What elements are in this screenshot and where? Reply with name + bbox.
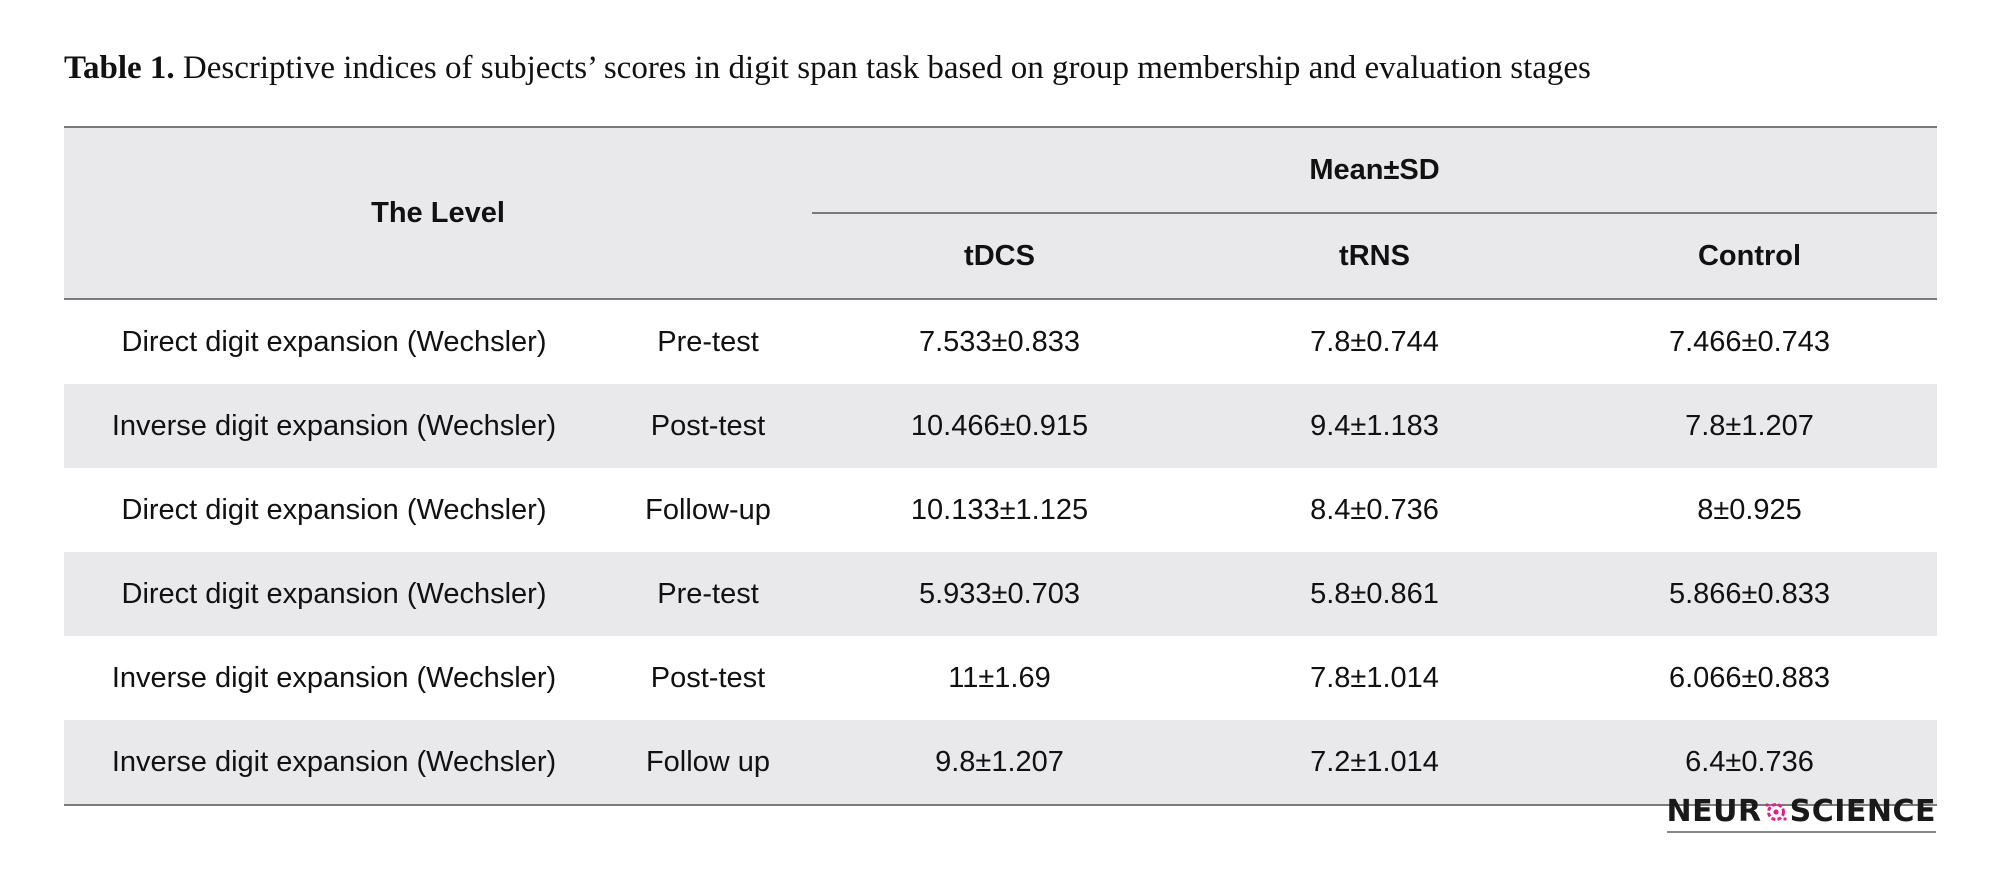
header-group-tdcs: tDCS [812, 213, 1187, 300]
cell-trns: 8.4±0.736 [1310, 493, 1439, 526]
header-group-control: Control [1562, 213, 1938, 300]
cell-stage: Follow-up [645, 493, 771, 526]
table-row: Inverse digit expansion (Wechsler) Post-… [64, 384, 1938, 468]
cell-stage: Pre-test [604, 552, 812, 636]
table-row: Direct digit expansion (Wechsler) Pre-te… [64, 299, 1937, 384]
cell-trns: 7.8±1.014 [1310, 661, 1439, 694]
cell-control: 6.4±0.736 [1562, 720, 1938, 806]
cell-level: Direct digit expansion (Wechsler) [64, 552, 604, 636]
cell-tdcs: 7.533±0.833 [918, 325, 1081, 358]
table-body: Direct digit expansion (Wechsler) Pre-te… [64, 299, 1938, 806]
table-row: Direct digit expansion (Wechsler) Pre-te… [64, 552, 1938, 636]
neuron-o-icon [1764, 802, 1787, 821]
neuroscience-logo: NEUR SCIENCE [1666, 794, 1936, 833]
table-row: Inverse digit expansion (Wechsler) Post-… [64, 636, 1937, 720]
cell-trns: 7.2±1.014 [1187, 720, 1562, 806]
cell-control: 7.466±0.743 [1668, 325, 1831, 358]
cell-stage: Follow up [604, 720, 812, 806]
cell-tdcs: 10.466±0.915 [812, 384, 1187, 468]
table-caption: Table 1. Descriptive indices of subjects… [64, 50, 1591, 87]
cell-level: Direct digit expansion (Wechsler) [121, 325, 547, 358]
header-group-trns: tRNS [1187, 213, 1562, 300]
cell-trns: 5.8±0.861 [1187, 552, 1562, 636]
cell-stage: Post-test [650, 661, 766, 694]
logo-text-right: SCIENCE [1789, 794, 1936, 829]
header-level: The Level [64, 126, 812, 300]
cell-stage: Post-test [604, 384, 812, 468]
cell-tdcs: 5.933±0.703 [812, 552, 1187, 636]
caption-text: Descriptive indices of subjects’ scores … [182, 50, 1591, 86]
cell-trns: 9.4±1.183 [1187, 384, 1562, 468]
cell-tdcs: 11±1.69 [948, 661, 1051, 694]
caption-label: Table 1. [64, 50, 175, 86]
cell-control: 5.866±0.833 [1562, 552, 1938, 636]
cell-trns: 7.8±0.744 [1310, 325, 1439, 358]
cell-level: Direct digit expansion (Wechsler) [121, 493, 547, 526]
cell-stage: Pre-test [657, 325, 759, 358]
header-mean-sd: Mean±SD [812, 126, 1938, 214]
table-row: Direct digit expansion (Wechsler) Follow… [64, 468, 1937, 552]
cell-tdcs: 9.8±1.207 [812, 720, 1187, 806]
table-row: Inverse digit expansion (Wechsler) Follo… [64, 720, 1938, 806]
logo-text-left: NEUR [1666, 794, 1762, 829]
cell-control: 8±0.925 [1697, 493, 1802, 526]
cell-level: Inverse digit expansion (Wechsler) [111, 661, 557, 694]
cell-control: 7.8±1.207 [1562, 384, 1938, 468]
cell-level: Inverse digit expansion (Wechsler) [64, 720, 604, 806]
cell-tdcs: 10.133±1.125 [910, 493, 1089, 526]
cell-level: Inverse digit expansion (Wechsler) [64, 384, 604, 468]
table-header: The Level Mean±SD tDCS tRNS Control [64, 126, 1938, 300]
descriptive-table: The Level Mean±SD tDCS tRNS Control Dire… [64, 126, 1938, 806]
cell-control: 6.066±0.883 [1668, 661, 1831, 694]
